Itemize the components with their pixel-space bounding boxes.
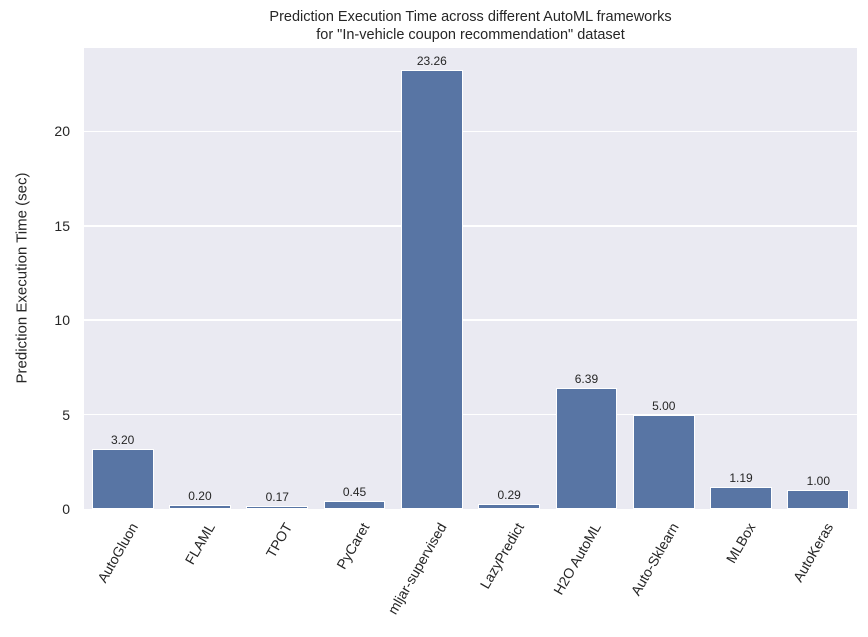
- bar-value-label: 5.00: [652, 398, 676, 413]
- bar-tpot: [246, 505, 309, 509]
- bar-value-label: 1.19: [729, 470, 753, 485]
- bar-value-label: 3.20: [110, 432, 135, 447]
- x-tick-label: MLBox: [722, 520, 759, 566]
- bar-lazypredict: [478, 503, 541, 509]
- bar-mlbox: [710, 486, 772, 509]
- y-axis-label: Prediction Execution Time (sec): [13, 172, 31, 384]
- bar-value-label: 23.26: [416, 53, 447, 68]
- y-tick-label: 0: [62, 501, 70, 517]
- x-tick-label: Auto-Sklearn: [627, 520, 682, 599]
- x-tick-label: LazyPredict: [476, 520, 528, 592]
- bar-auto-sklearn: [632, 414, 695, 509]
- x-tick-label: AutoKeras: [790, 520, 837, 585]
- x-tick-label: TPOT: [262, 520, 296, 561]
- x-tick-label: H2O AutoML: [550, 520, 605, 598]
- gridline: [84, 413, 857, 416]
- chart-title: Prediction Execution Time across differe…: [84, 8, 857, 44]
- bar-pycaret: [323, 500, 386, 509]
- gridline: [84, 130, 857, 133]
- bar-autogluon: [91, 448, 154, 509]
- bar-value-label: 1.00: [806, 474, 831, 489]
- bar-autokeras: [787, 490, 850, 509]
- bar-h2o-automl: [555, 388, 618, 509]
- bar-value-label: 6.39: [574, 372, 599, 387]
- bar-flaml: [169, 505, 231, 509]
- y-tick-label: 15: [54, 217, 70, 234]
- chart-title-line-2: for "In-vehicle coupon recommendation" d…: [316, 27, 625, 43]
- gridline: [84, 225, 857, 227]
- x-tick-label: PyCaret: [332, 520, 372, 572]
- chart-title-line-1: Prediction Execution Time across differe…: [269, 9, 672, 25]
- bar-value-label: 0.17: [265, 489, 289, 504]
- y-tick-label: 20: [54, 123, 70, 140]
- plot-area: 3.20 0.20 0.17 0.45 23.26 0.29 6.39 5.00 1.19 1.0…: [84, 48, 857, 509]
- bar-value-label: 0.29: [497, 487, 521, 502]
- bar-value-label: 0.20: [188, 489, 212, 504]
- bar-value-label: 0.45: [342, 484, 367, 499]
- x-tick-label: mljar-supervised: [384, 520, 450, 617]
- bar-mljar-supervised: [400, 69, 463, 509]
- x-tick-label: FLAML: [181, 520, 218, 568]
- y-tick-label: 10: [54, 312, 70, 329]
- y-tick-label: 5: [62, 406, 70, 423]
- x-tick-label: AutoGluon: [93, 520, 141, 586]
- gridline: [84, 319, 857, 321]
